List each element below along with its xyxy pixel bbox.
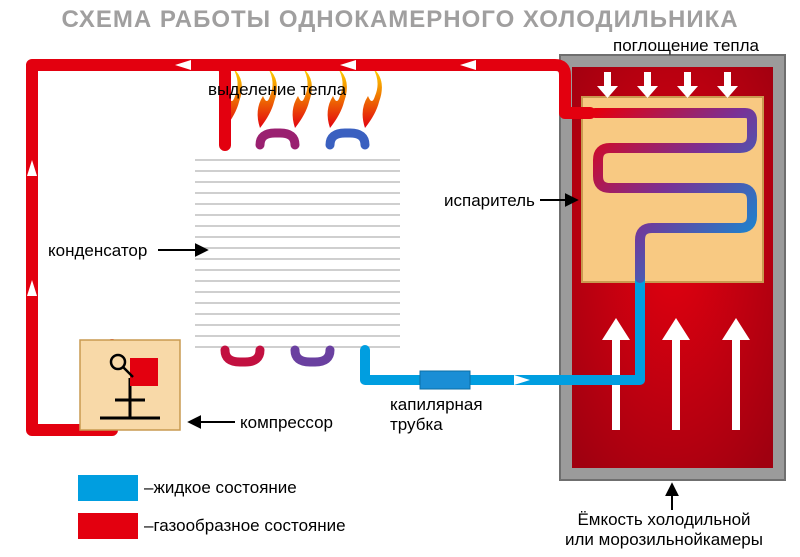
compressor (80, 340, 180, 430)
diagram-canvas (0, 0, 800, 557)
capillary-label: капилярная трубка (390, 395, 483, 434)
legend-liquid-label: –жидкое состояние (144, 478, 297, 498)
heat-absorb-label: поглощение тепла (613, 36, 759, 56)
heat-release-label: выделение тепла (208, 80, 346, 100)
fridge-caption: Ёмкость холодильной или морозильнойкамер… (565, 510, 763, 549)
capillary-tube (420, 371, 470, 389)
legend-gas-label: –газообразное состояние (144, 516, 346, 536)
legend-gas-swatch (78, 513, 138, 539)
condenser-label: конденсатор (48, 241, 147, 261)
evaporator-label: испаритель (444, 191, 535, 211)
legend-liquid-swatch (78, 475, 138, 501)
compressor-label: компрессор (240, 413, 333, 433)
